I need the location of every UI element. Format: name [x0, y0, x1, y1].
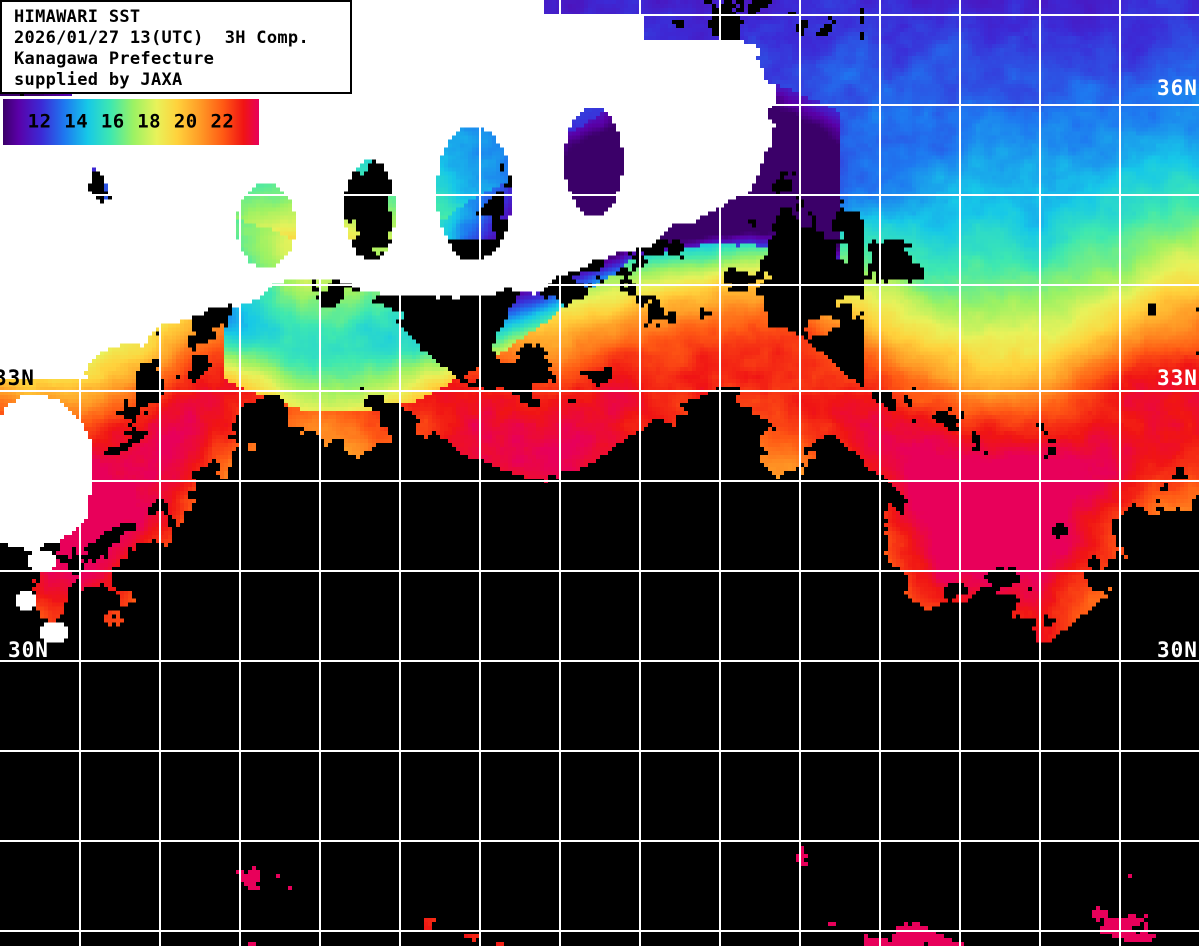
- title-line-datetime: 2026/01/27 13(UTC) 3H Comp.: [14, 28, 309, 48]
- latitude-label-2: 33N: [0, 366, 35, 390]
- latitude-label-3: 30N: [8, 638, 49, 662]
- colorbar-tick-22: 22: [210, 110, 235, 133]
- colorbar-tick-12: 12: [27, 110, 52, 133]
- title-card: HIMAWARI SST 2026/01/27 13(UTC) 3H Comp.…: [0, 0, 352, 94]
- colorbar-tick-20: 20: [173, 110, 198, 133]
- title-line-supplier: supplied by JAXA: [14, 70, 183, 90]
- latitude-label-1: 33N: [1157, 366, 1198, 390]
- colorbar-tick-18: 18: [137, 110, 162, 133]
- colorbar-tick-16: 16: [100, 110, 125, 133]
- title-line-region: Kanagawa Prefecture: [14, 49, 215, 69]
- colorbar-tick-14: 14: [64, 110, 89, 133]
- latitude-label-0: 36N: [1157, 76, 1198, 100]
- title-line-product: HIMAWARI SST: [14, 7, 141, 27]
- colorbar-panel: 12 14 16 18 20 22: [0, 96, 262, 148]
- colorbar-gradient: 12 14 16 18 20 22: [3, 99, 259, 145]
- latitude-label-4: 30N: [1157, 638, 1198, 662]
- longitude-label-0: 136E: [475, 1, 499, 56]
